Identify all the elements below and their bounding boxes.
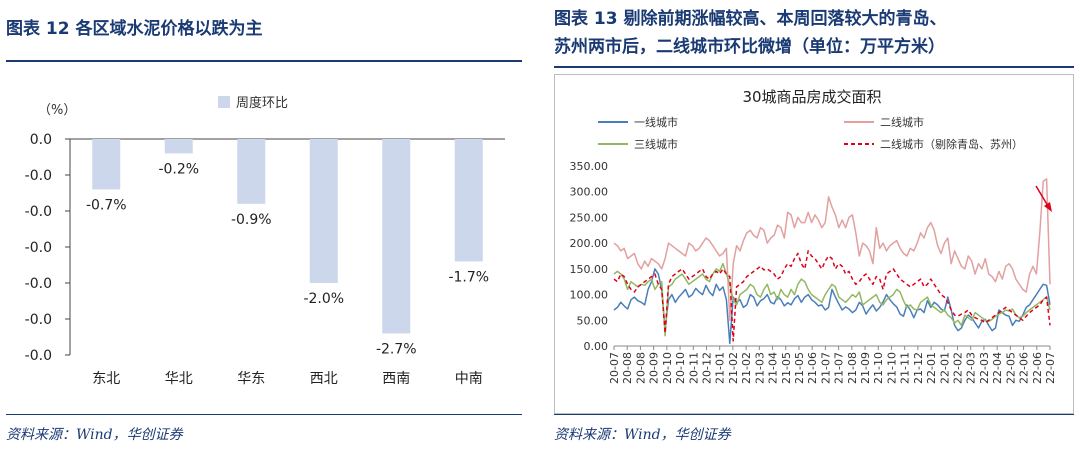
left-source-note: 资料来源：Wind，华创证券: [6, 427, 183, 443]
x-tick-label: 22-06: [1031, 352, 1044, 384]
trend-arrow-shaft: [1035, 185, 1049, 207]
legend-label: 三线城市: [634, 137, 678, 151]
right-chart-title-line1: 图表 13 剔除前期涨幅较高、本周回落较大的青岛、: [554, 9, 947, 29]
y-tick-label: 100.00: [570, 289, 609, 302]
y-tick-label: 50.00: [577, 314, 609, 327]
y-tick-label: -0.0: [25, 276, 52, 292]
x-category-label: 西北: [310, 371, 338, 387]
bar-华东: [237, 139, 266, 204]
series-line: [613, 262, 1051, 337]
y-tick-label: -0.0: [25, 348, 52, 364]
y-tick-label: 250.00: [570, 211, 609, 224]
bar-value-label: -0.7%: [86, 197, 127, 213]
x-tick-label: 21-02: [727, 352, 740, 384]
x-tick-label: 21-09: [859, 352, 872, 384]
bar-value-label: -0.2%: [158, 161, 199, 177]
x-tick-label: 20-09: [648, 352, 661, 384]
bar-value-label: -2.7%: [376, 341, 417, 357]
left-title-rule: [6, 60, 522, 62]
bar-西南: [382, 139, 411, 334]
bar-value-label: -1.7%: [448, 269, 489, 285]
x-tick-label: 20-08: [621, 352, 634, 384]
y-tick-label: 300.00: [570, 186, 609, 199]
x-category-label: 西南: [382, 371, 410, 387]
legend-label: 周度环比: [236, 95, 288, 111]
x-tick-label: 22-03: [965, 352, 978, 384]
legend-label: 二线城市: [880, 115, 924, 129]
bar-value-label: -2.0%: [303, 291, 344, 307]
series-line: [613, 250, 1051, 342]
x-category-label: 华东: [237, 371, 265, 387]
x-tick-label: 20-07: [608, 352, 621, 384]
legend-label: 一线城市: [634, 115, 678, 129]
x-tick-label: 20-10: [674, 352, 687, 384]
y-tick-label: 350.00: [570, 160, 609, 173]
right-source-note: 资料来源：Wind，华创证券: [554, 427, 731, 443]
x-tick-label: 20-11: [687, 352, 700, 384]
x-tick-label: 21-03: [753, 352, 766, 384]
x-tick-label: 20-12: [700, 352, 713, 384]
x-tick-label: 21-12: [912, 352, 925, 384]
y-tick-label: 150.00: [570, 263, 609, 276]
x-tick-label: 21-08: [846, 352, 859, 384]
x-tick-label: 21-07: [819, 352, 832, 384]
x-category-label: 东北: [92, 371, 120, 387]
x-tick-label: 21-07: [833, 352, 846, 384]
right-chart-title-line2: 苏州两市后，二线城市环比微增（单位：万平方米）: [554, 37, 945, 57]
left-panel: 图表 12 各区域水泥价格以跌为主 （%） 周度环比 0.0 -0.0 -0.0 -0.0…: [0, 0, 528, 451]
x-tick-label: 21-10: [885, 352, 898, 384]
legend-swatch: [218, 96, 230, 108]
bar-value-label: -0.9%: [231, 212, 272, 228]
y-unit-label: （%）: [38, 103, 76, 118]
x-tick-label: 22-01: [925, 352, 938, 384]
bar-中南: [454, 139, 483, 262]
x-tick-label: 22-01: [938, 352, 951, 384]
chart-frame: [554, 74, 1074, 414]
x-tick-label: 21-06: [806, 352, 819, 384]
x-tick-label: 22-02: [952, 352, 965, 384]
y-tick-label: -0.0: [25, 204, 52, 220]
x-tick-label: 21-05: [793, 352, 806, 384]
y-tick-label: -0.0: [25, 168, 52, 184]
right-panel: 图表 13 剔除前期涨幅较高、本周回落较大的青岛、 苏州两市后，二线城市环比微增…: [548, 0, 1080, 451]
x-tick-label: 22-03: [978, 352, 991, 384]
left-chart-title: 图表 12 各区域水泥价格以跌为主: [6, 19, 263, 39]
y-tick-label: 200.00: [570, 237, 609, 250]
x-category-label: 华北: [165, 371, 193, 387]
bar-华北: [164, 139, 193, 154]
x-tick-label: 21-05: [780, 352, 793, 384]
y-tick-label: -0.0: [25, 240, 52, 256]
right-title-rule: [554, 66, 1074, 68]
line-chart-title: 30城商品房成交面积: [742, 88, 881, 106]
x-tick-label: 21-10: [872, 352, 885, 384]
series-line: [613, 268, 1051, 345]
regional-cement-bar-chart: （%） 周度环比 0.0 -0.0 -0.0 -0.0 -0.0 -0.0 -0.0 -0.7% 东…: [25, 95, 505, 387]
trend-arrow-head: [1044, 202, 1052, 212]
x-tick-label: 22-04: [991, 352, 1004, 384]
y-tick-label: 0.0: [30, 132, 52, 148]
x-tick-label: 21-01: [714, 352, 727, 384]
series-line: [613, 178, 1051, 322]
bar-东北: [92, 139, 121, 190]
x-tick-label: 20-08: [634, 352, 647, 384]
x-category-label: 中南: [455, 371, 483, 387]
y-tick-label: 0.00: [584, 340, 609, 353]
legend-label: 二线城市（剔除青岛、苏州）: [880, 137, 1023, 151]
right-bottom-rule: [554, 414, 1074, 415]
x-tick-label: 21-11: [899, 352, 912, 384]
x-tick-label: 22-07: [1044, 352, 1057, 384]
left-bottom-rule: [6, 414, 522, 415]
x-tick-label: 22-05: [1004, 352, 1017, 384]
bar-西北: [309, 139, 338, 283]
x-tick-label: 20-10: [661, 352, 674, 384]
x-tick-label: 22-06: [1018, 352, 1031, 384]
x-tick-label: 21-02: [740, 352, 753, 384]
x-tick-label: 21-04: [767, 352, 780, 384]
y-tick-label: -0.0: [25, 312, 52, 328]
